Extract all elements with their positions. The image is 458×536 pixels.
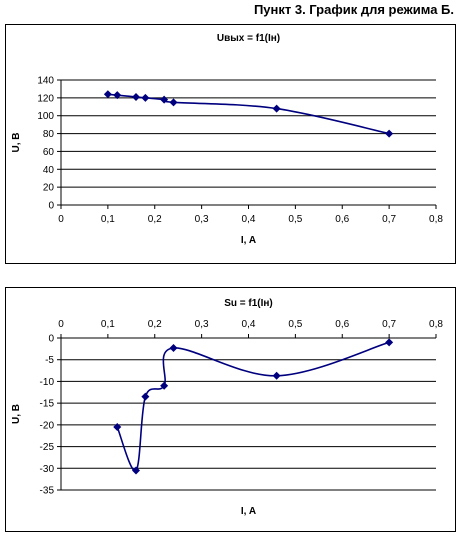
data-point bbox=[160, 95, 169, 104]
x-tick-label: 0,2 bbox=[148, 214, 162, 225]
data-point bbox=[141, 392, 150, 401]
y-tick-label: 120 bbox=[37, 93, 54, 104]
x-tick-label: 0,1 bbox=[101, 319, 115, 330]
chart-frame-output-voltage: Uвых = f1(Iн) 0 20 40 60 80 100 120 140 0 0,1 0,2 0,… bbox=[5, 24, 456, 264]
x-axis-label: I, A bbox=[241, 235, 256, 246]
y-tick-label: 60 bbox=[43, 147, 55, 158]
data-point bbox=[385, 129, 394, 138]
y-axis-label: U, B bbox=[11, 133, 22, 153]
data-point bbox=[113, 91, 122, 100]
x-tick-label: 0,3 bbox=[195, 319, 209, 330]
chart-stability: Su = f1(Iн) -35 -30 -25 -20 -15 -10 -5 00 0,1 0,2 0… bbox=[11, 298, 443, 517]
y-tick-label: -20 bbox=[40, 420, 55, 431]
x-tick-label: 0,1 bbox=[101, 214, 115, 225]
y-tick-label: 100 bbox=[37, 111, 54, 122]
y-tick-label: 0 bbox=[48, 334, 54, 345]
x-tick-label: 0,6 bbox=[335, 214, 349, 225]
y-tick-label: -25 bbox=[40, 442, 55, 453]
data-point bbox=[272, 371, 281, 380]
chart-title: Uвых = f1(Iн) bbox=[217, 33, 280, 44]
data-point bbox=[169, 98, 178, 107]
x-tick-label: 0,8 bbox=[429, 319, 443, 330]
y-tick-label: 20 bbox=[43, 183, 55, 194]
chart-frame-stability: Su = f1(Iн) -35 -30 -25 -20 -15 -10 -5 0 0 0,1 0,2 0… bbox=[5, 287, 456, 532]
x-tick-label: 0,4 bbox=[242, 319, 256, 330]
data-point bbox=[160, 381, 169, 390]
y-tick-label: -35 bbox=[40, 486, 55, 497]
y-tick-label: 140 bbox=[37, 76, 54, 87]
data-point bbox=[141, 93, 150, 102]
y-tick-label: 80 bbox=[43, 129, 55, 140]
data-point bbox=[103, 90, 112, 99]
x-tick-label: 0,8 bbox=[429, 214, 443, 225]
y-tick-label: 0 bbox=[48, 201, 54, 212]
series-line bbox=[107, 93, 390, 135]
data-point bbox=[132, 466, 140, 475]
y-tick-label: -5 bbox=[45, 355, 54, 366]
x-axis-label: I, A bbox=[241, 506, 256, 517]
data-point bbox=[113, 423, 122, 432]
chart-output-voltage: Uвых = f1(Iн) 0 20 40 60 80 100 120 140 0 0,1 0,2 0,… bbox=[11, 33, 443, 246]
x-tick-label: 0,3 bbox=[195, 214, 209, 225]
data-point bbox=[132, 92, 140, 101]
data-point bbox=[169, 343, 178, 352]
x-tick-label: 0 bbox=[58, 214, 64, 225]
y-tick-label: -30 bbox=[40, 464, 55, 475]
x-tick-label: 0,5 bbox=[288, 214, 302, 225]
y-tick-label: -15 bbox=[40, 399, 55, 410]
x-tick-label: 0,2 bbox=[148, 319, 162, 330]
chart-title: Su = f1(Iн) bbox=[224, 298, 273, 309]
x-tick-label: 0 bbox=[58, 319, 64, 330]
y-axis-label: U, B bbox=[11, 404, 22, 424]
data-point bbox=[385, 338, 394, 347]
y-tick-label: -10 bbox=[40, 377, 55, 388]
x-tick-label: 0,4 bbox=[242, 214, 256, 225]
y-tick-label: 40 bbox=[43, 165, 55, 176]
x-tick-label: 0,5 bbox=[288, 319, 302, 330]
series-line bbox=[116, 341, 390, 472]
x-tick-label: 0,7 bbox=[382, 319, 396, 330]
page-heading: Пункт 3. График для режима Б. bbox=[253, 2, 454, 17]
x-tick-label: 0,6 bbox=[335, 319, 349, 330]
x-tick-label: 0,7 bbox=[382, 214, 396, 225]
data-point bbox=[272, 104, 281, 113]
